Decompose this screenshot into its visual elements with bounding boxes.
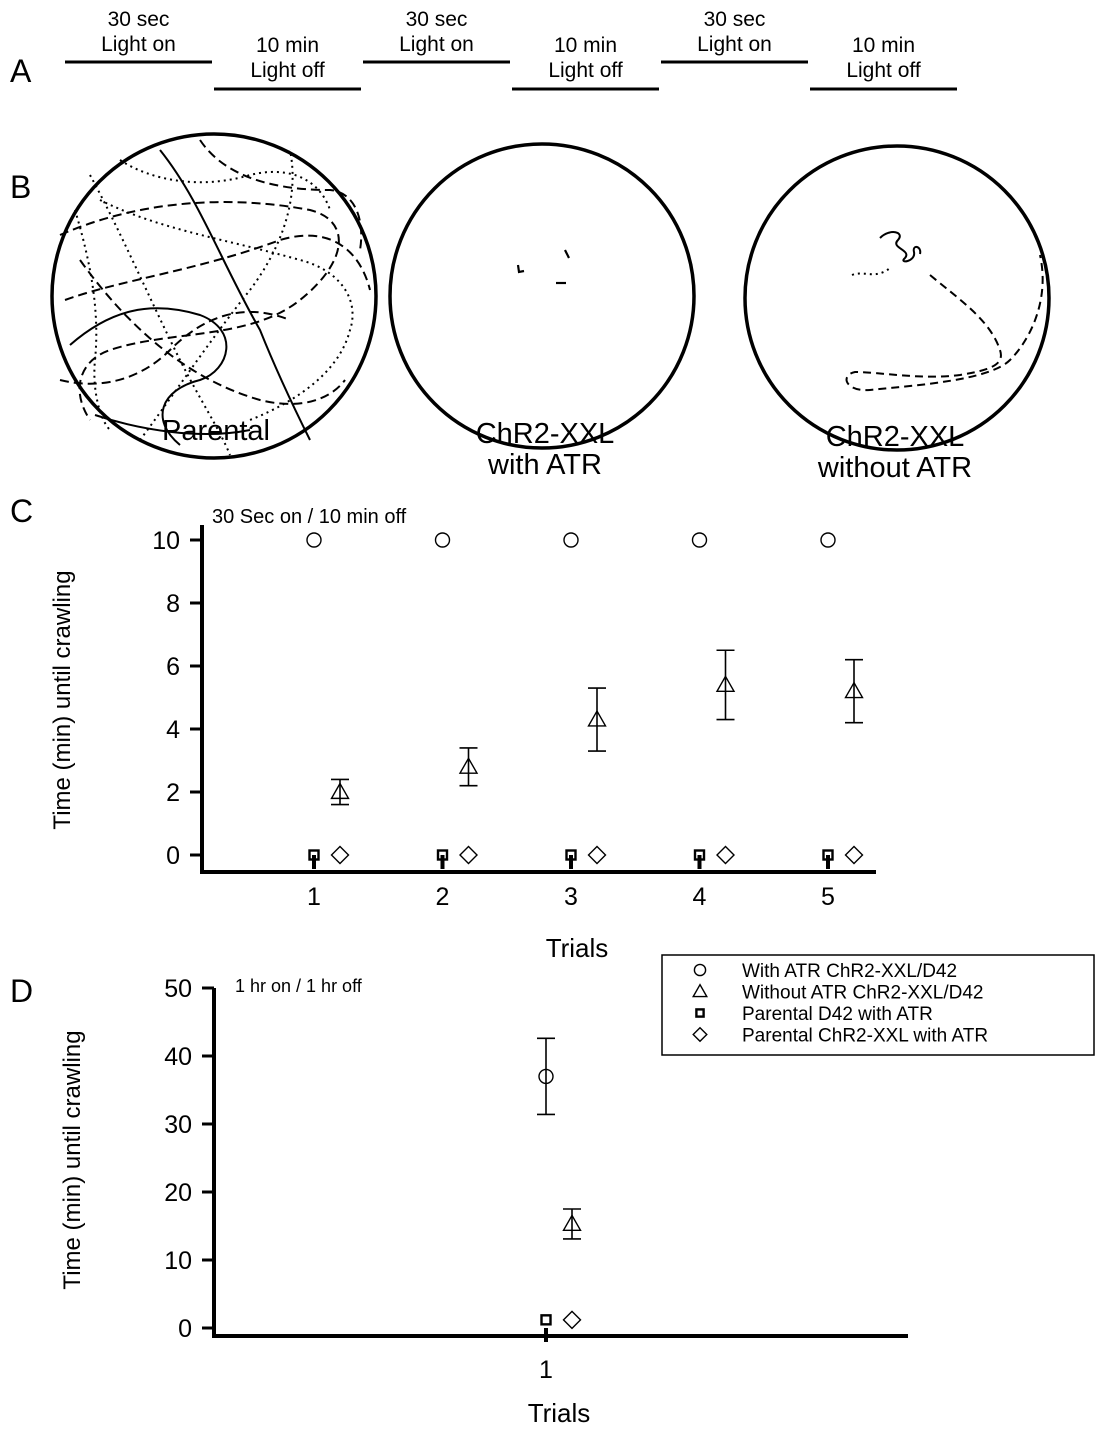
y-tick-label: 30 (164, 1111, 192, 1139)
data-point-diamond (562, 1310, 582, 1330)
data-point-diamond (330, 845, 350, 865)
data-point-diamond (844, 845, 864, 865)
data-point-circle (306, 532, 322, 548)
y-tick-label: 2 (166, 779, 180, 807)
y-tick-label: 6 (166, 653, 180, 681)
data-point-diamond (459, 845, 478, 865)
protocol-segment-duration: 30 sec (704, 8, 766, 31)
x-tick-label: 1 (307, 883, 321, 911)
arena-labels: Parental ChR2-XXL with ATR ChR2-XXL with… (162, 415, 972, 484)
y-tick-label: 0 (178, 1315, 192, 1343)
arena-parental (50, 132, 378, 460)
legend-label: Parental ChR2-XXL with ATR (742, 1026, 988, 1047)
legend-box (661, 954, 1095, 1056)
y-tick-label: 20 (164, 1179, 192, 1207)
protocol-segment-duration: 30 sec (108, 8, 170, 31)
arena-label-with-atr-line2: with ATR (487, 449, 602, 481)
y-tick-label: 10 (152, 527, 180, 555)
arena-label-without-atr-line1: ChR2-XXL (826, 421, 965, 453)
protocol-segment-state: Light on (101, 33, 176, 56)
panel-c-letter: C (10, 493, 33, 529)
x-tick-label: 4 (693, 883, 707, 911)
legend-label: With ATR ChR2-XXL/D42 (742, 961, 957, 982)
data-point-triangle (330, 782, 350, 800)
protocol-segment-duration: 10 min (256, 34, 319, 57)
legend-label: Without ATR ChR2-XXL/D42 (742, 983, 983, 1004)
data-point-triangle (587, 709, 607, 727)
protocol-segment-state: Light off (250, 59, 325, 82)
track-paths-with-atr (516, 249, 570, 285)
arena-with-atr (388, 142, 696, 450)
panel-b: B (10, 132, 1051, 484)
arena-label-parental: Parental (162, 415, 270, 447)
protocol-segment-duration: 30 sec (406, 8, 468, 31)
x-tick-label: 5 (821, 883, 835, 911)
data-point-triangle (562, 1214, 582, 1232)
x-tick-label: 3 (564, 883, 578, 911)
y-tick-label: 40 (164, 1043, 192, 1071)
track-paths-parental (59, 139, 371, 456)
data-point-square (693, 849, 706, 861)
y-tick-label: 4 (166, 716, 180, 744)
data-point-square (436, 849, 449, 861)
arena-label-with-atr-line1: ChR2-XXL (476, 418, 615, 450)
protocol-segment-state: Light off (846, 59, 921, 82)
data-point-diamond (587, 845, 607, 865)
panel-d-marks (537, 1037, 582, 1330)
legend-marker-circle (693, 963, 707, 977)
legend-marker-triangle (691, 983, 709, 998)
data-point-triangle (458, 756, 479, 774)
data-point-circle (820, 532, 836, 548)
x-tick-label: 1 (539, 1356, 553, 1384)
protocol-segment-duration: 10 min (554, 34, 617, 57)
arena-label-without-atr-line2: without ATR (817, 452, 972, 484)
arena-without-atr (743, 144, 1051, 452)
data-point-circle (538, 1068, 554, 1085)
panel-d-ticks: 0 10 20 30 40 50 1 (164, 975, 553, 1384)
panel-d-letter: D (10, 973, 33, 1009)
panel-d: D 1 hr on / 1 hr off 0 10 20 30 40 50 1 Trials… (10, 973, 908, 1428)
panel-d-ylabel: Time (min) until crawling (59, 1030, 86, 1289)
data-point-square (308, 849, 320, 861)
panel-c-xlabel: Trials (546, 933, 609, 963)
legend-marker-diamond (692, 1026, 708, 1043)
y-tick-label: 8 (166, 590, 180, 618)
y-tick-label: 10 (164, 1247, 192, 1275)
legend-marker-square (695, 1008, 705, 1018)
panel-a-letter: A (10, 53, 32, 89)
track-paths-without-atr (845, 231, 1044, 392)
data-point-triangle (715, 674, 736, 692)
panel-b-letter: B (10, 169, 31, 205)
data-point-triangle (844, 681, 864, 699)
panel-d-annotation: 1 hr on / 1 hr off (235, 976, 363, 996)
y-tick-label: 50 (164, 975, 192, 1003)
data-point-circle (563, 532, 579, 548)
panel-d-xlabel: Trials (528, 1398, 591, 1428)
x-tick-label: 2 (436, 883, 450, 911)
data-point-square (540, 1314, 552, 1326)
legend-label: Parental D42 with ATR (742, 1004, 933, 1025)
data-point-diamond (716, 845, 735, 865)
panel-c-marks (306, 532, 864, 865)
data-point-circle (691, 532, 708, 548)
data-point-square (822, 849, 834, 861)
panel-c-annotation: 30 Sec on / 10 min off (212, 506, 407, 528)
panel-c-ylabel: Time (min) until crawling (49, 570, 76, 829)
y-tick-label: 0 (166, 842, 180, 870)
data-point-square (565, 849, 577, 861)
protocol-segment-state: Light on (399, 33, 474, 56)
protocol-segment-state: Light on (697, 33, 772, 56)
protocol-segment-duration: 10 min (852, 34, 915, 57)
data-point-circle (434, 532, 451, 548)
protocol-segment-state: Light off (548, 59, 623, 82)
